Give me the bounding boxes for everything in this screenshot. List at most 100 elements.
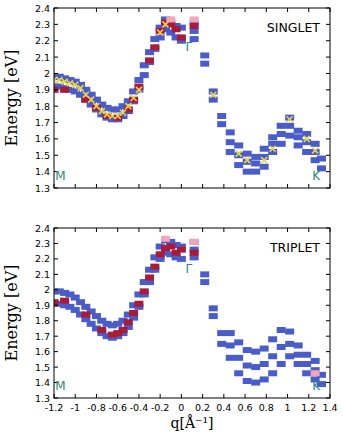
x-marker xyxy=(83,92,89,98)
panel-title: TRIPLET xyxy=(269,240,320,255)
x-tick xyxy=(287,228,288,232)
point xyxy=(251,349,260,355)
x-tick xyxy=(287,8,288,12)
y-axis-label: Energy [eV] xyxy=(2,265,21,362)
x-tick xyxy=(160,228,161,232)
x-marker xyxy=(125,103,131,109)
point xyxy=(243,378,252,384)
y-tick-label: 1.7 xyxy=(35,117,50,128)
y-tick xyxy=(54,336,58,337)
point xyxy=(277,344,286,350)
y-tick-label: 1.4 xyxy=(35,166,50,177)
y-tick xyxy=(54,320,58,321)
x-marker xyxy=(104,111,110,117)
point xyxy=(260,376,269,382)
point xyxy=(54,87,59,93)
x-tick xyxy=(287,184,288,188)
x-tick xyxy=(75,8,76,12)
x-tick xyxy=(287,394,288,398)
x-tick xyxy=(266,228,267,232)
annotation: Γ xyxy=(185,262,192,276)
y-tick-label: 2 xyxy=(44,68,50,79)
x-tick xyxy=(96,184,97,188)
x-tick xyxy=(96,228,97,232)
point xyxy=(311,141,320,147)
y-tick xyxy=(326,274,330,275)
point xyxy=(217,113,226,119)
y-tick-label: 2.2 xyxy=(35,253,50,264)
x-marker xyxy=(62,79,68,85)
point xyxy=(302,352,311,358)
point xyxy=(294,342,303,348)
y-tick xyxy=(326,40,330,41)
x-marker xyxy=(210,92,216,98)
point xyxy=(217,341,226,347)
x-tick xyxy=(330,228,331,232)
point xyxy=(294,134,303,140)
y-tick xyxy=(326,398,330,399)
x-tick-label: -0.2 xyxy=(151,402,170,413)
point xyxy=(243,363,252,369)
point xyxy=(200,271,209,277)
x-marker xyxy=(162,21,168,27)
x-marker xyxy=(270,146,276,152)
x-tick xyxy=(308,394,309,398)
point xyxy=(268,370,277,376)
x-tick xyxy=(117,8,118,12)
point xyxy=(251,154,260,160)
y-tick-label: 2.3 xyxy=(35,19,50,30)
point xyxy=(217,330,226,336)
point xyxy=(140,288,149,294)
x-tick xyxy=(138,8,139,12)
y-tick-label: 1.8 xyxy=(35,315,50,326)
point xyxy=(268,353,277,359)
y-tick xyxy=(54,188,58,189)
y-tick-label: 2.4 xyxy=(35,223,50,234)
y-tick-label: 1.6 xyxy=(35,133,50,144)
x-tick-label: -0.8 xyxy=(87,402,106,413)
x-tick xyxy=(330,394,331,398)
y-tick xyxy=(326,382,330,383)
x-tick xyxy=(181,394,182,398)
point xyxy=(302,361,311,367)
point xyxy=(150,44,159,50)
x-marker xyxy=(312,147,318,153)
x-tick xyxy=(223,228,224,232)
y-tick xyxy=(326,155,330,156)
point xyxy=(285,341,294,347)
x-marker xyxy=(131,95,137,101)
point xyxy=(277,327,286,333)
y-tick xyxy=(54,243,58,244)
point xyxy=(190,239,199,245)
point xyxy=(251,169,260,175)
y-tick xyxy=(326,351,330,352)
y-tick xyxy=(326,8,330,9)
point xyxy=(294,128,303,134)
y-tick-label: 2.2 xyxy=(35,35,50,46)
x-tick-label: 0.6 xyxy=(238,402,253,413)
y-tick xyxy=(326,243,330,244)
annotation: M xyxy=(55,379,65,393)
point xyxy=(260,164,269,170)
frame xyxy=(54,8,330,188)
x-tick xyxy=(266,184,267,188)
point xyxy=(190,23,199,29)
figure: 1.31.41.51.61.71.81.922.12.22.32.4SINGLE… xyxy=(0,0,343,433)
x-tick xyxy=(117,228,118,232)
annotation: Γ xyxy=(185,40,192,54)
point xyxy=(302,139,311,145)
y-tick-label: 2.1 xyxy=(35,52,50,63)
y-tick-label: 2 xyxy=(44,284,50,295)
x-tick xyxy=(223,394,224,398)
x-tick xyxy=(117,394,118,398)
y-tick-label: 1.3 xyxy=(35,183,50,194)
x-marker xyxy=(115,113,121,119)
point xyxy=(317,156,326,162)
x-tick xyxy=(75,394,76,398)
point xyxy=(60,87,69,93)
point xyxy=(243,347,252,353)
x-tick xyxy=(181,8,182,12)
y-tick xyxy=(326,57,330,58)
point xyxy=(302,370,311,376)
point xyxy=(145,274,154,280)
